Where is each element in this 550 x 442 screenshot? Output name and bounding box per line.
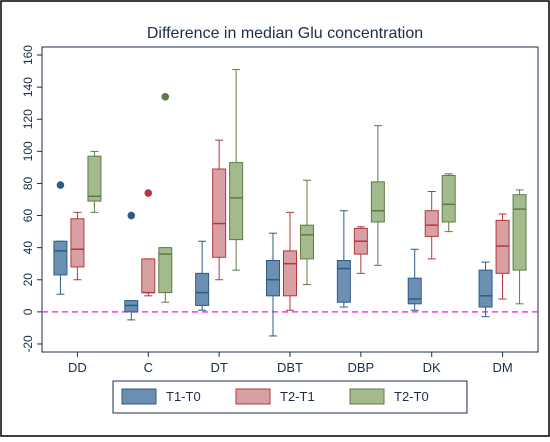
x-tick-label: C — [144, 360, 153, 375]
x-tick-label: DD — [68, 360, 87, 375]
x-axis: DD C DT DBT DBP DK DM — [68, 352, 513, 375]
box-DK-T2-T0 — [441, 173, 456, 233]
box-iqr — [283, 250, 297, 297]
box-DK-T1-T0 — [407, 248, 422, 311]
y-tick-label: 140 — [21, 77, 35, 97]
series-T2-T1 — [70, 139, 510, 311]
y-tick-label: 160 — [21, 45, 35, 65]
box-iqr — [124, 300, 139, 313]
box-DM-T2-T0 — [512, 189, 527, 305]
box-iqr — [212, 168, 227, 258]
box-DT-T2-T0 — [229, 68, 244, 271]
box-iqr — [158, 247, 173, 294]
box-DM-T1-T0 — [478, 261, 493, 318]
y-tick-label: 60 — [21, 209, 35, 223]
box-DBP-T2-T0 — [370, 125, 385, 266]
y-tick-label: 100 — [21, 141, 35, 161]
box-iqr — [441, 174, 456, 223]
outlier-point — [127, 211, 136, 220]
legend-item-T2-T0: T2-T0 — [349, 388, 429, 405]
box-DK-T2-T1 — [424, 190, 439, 260]
box-DT-T1-T0 — [195, 240, 210, 311]
box-iqr — [229, 162, 244, 241]
outlier-point — [56, 181, 65, 189]
legend-swatch — [235, 388, 271, 405]
box-DBT-T2-T0 — [300, 179, 314, 286]
legend-swatch — [121, 388, 157, 405]
y-tick-label: 80 — [21, 176, 35, 190]
legend-item-T2-T1: T2-T1 — [235, 388, 315, 405]
legend-label: T2-T1 — [280, 389, 315, 404]
series-T2-T0 — [87, 68, 527, 305]
box-DBP-T1-T0 — [336, 210, 351, 308]
x-tick-label: DBP — [347, 360, 374, 375]
y-tick-label: 20 — [21, 273, 35, 287]
box-DM-T2-T1 — [495, 213, 510, 300]
box-DBP-T2-T1 — [353, 226, 368, 274]
legend-frame — [112, 380, 468, 414]
box-C-T2-T0 — [158, 92, 173, 303]
box-DT-T2-T1 — [212, 139, 227, 281]
box-DD-T2-T1 — [70, 211, 85, 281]
chart-title: Difference in median Glu concentration — [147, 25, 423, 42]
box-DD-T2-T0 — [87, 150, 102, 213]
box-series-layer — [53, 68, 527, 337]
box-iqr — [87, 155, 102, 202]
box-iqr — [266, 260, 280, 297]
series-T1-T0 — [53, 181, 493, 337]
box-DBT-T2-T1 — [283, 211, 297, 311]
box-iqr — [424, 210, 439, 237]
box-iqr — [336, 260, 351, 303]
box-iqr — [53, 240, 68, 276]
box-iqr — [370, 181, 385, 223]
x-tick-label: DM — [492, 360, 512, 375]
legend-item-T1-T0: T1-T0 — [121, 388, 201, 405]
box-iqr — [407, 277, 422, 305]
box-iqr — [300, 224, 314, 260]
box-iqr — [512, 194, 527, 271]
box-iqr — [195, 272, 210, 306]
box-C-T1-T0 — [124, 211, 139, 321]
legend-label: T1-T0 — [166, 389, 201, 404]
x-tick-label: DT — [210, 360, 227, 375]
box-iqr — [70, 218, 85, 268]
chart-legend: T1-T0 T2-T1 T2-T0 — [112, 380, 468, 414]
box-iqr — [478, 269, 493, 308]
y-tick-label: -20 — [21, 335, 35, 353]
outlier-point — [161, 92, 170, 101]
x-tick-label: DK — [423, 360, 441, 375]
y-axis: -20 0 20 40 60 80 100 120 140 160 — [21, 45, 42, 353]
y-tick-label: 0 — [21, 308, 35, 315]
y-tick-label: 120 — [21, 109, 35, 129]
box-DBT-T1-T0 — [266, 232, 280, 337]
outlier-point — [144, 189, 153, 197]
y-tick-label: 40 — [21, 241, 35, 255]
legend-swatch — [349, 388, 385, 405]
x-tick-label: DBT — [277, 360, 303, 375]
box-C-T2-T1 — [141, 189, 156, 297]
box-DD-T1-T0 — [53, 181, 68, 295]
legend-label: T2-T0 — [394, 389, 429, 404]
box-iqr — [495, 219, 510, 274]
box-iqr — [141, 258, 156, 294]
